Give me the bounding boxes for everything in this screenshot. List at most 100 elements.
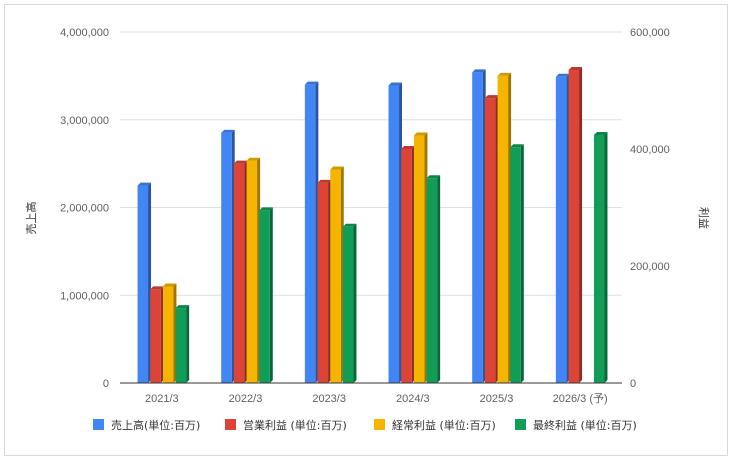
legend-label: 営業利益 (単位:百万) (243, 418, 347, 432)
bar-face (555, 76, 567, 383)
bar (246, 157, 261, 383)
bar-face (484, 98, 496, 383)
bar (484, 95, 499, 383)
legend-item: 経常利益 (単位:百万) (374, 418, 496, 432)
right-axis-title: 利益 (697, 207, 711, 229)
bar-top (150, 286, 164, 290)
bar (472, 69, 486, 384)
bar-face (221, 132, 232, 383)
right-tick-label: 200,000 (630, 261, 670, 273)
axes: 0 1,000,000 2,000,000 3,000,000 4,000,000 0 20… (60, 27, 670, 405)
bar (568, 67, 583, 384)
x-tick-label: 2021/3 (145, 393, 179, 405)
bar (137, 182, 152, 383)
bar-face (137, 185, 149, 383)
legend-label: 最終利益 (単位:百万) (533, 418, 637, 432)
bar-top (510, 144, 524, 148)
bar-face (162, 286, 174, 383)
bar (593, 131, 608, 383)
bar-side (520, 144, 524, 383)
bar-top (137, 182, 152, 186)
x-tick-label: 2023/3 (312, 393, 346, 405)
bar-top (555, 73, 570, 77)
bar-face (510, 147, 521, 383)
bar-face (413, 135, 425, 383)
bar (175, 305, 190, 383)
bar-top (246, 157, 261, 161)
bar-face (472, 72, 483, 384)
x-tick-label: 2026/3 (予) (553, 392, 608, 405)
bar-top (175, 305, 190, 309)
bar (413, 132, 428, 383)
bars (137, 67, 608, 384)
bar-top (497, 72, 512, 76)
left-tick-label: 3,000,000 (60, 115, 109, 127)
legend: 売上高(単位:百万) 営業利益 (単位:百万) 経常利益 (単位:百万) 最終利益 (… (93, 418, 637, 432)
bar-face (568, 70, 580, 384)
bar (221, 129, 235, 383)
legend-swatch (374, 419, 385, 430)
bar-top (472, 69, 486, 73)
x-tick-label: 2025/3 (480, 393, 514, 405)
bar-face (593, 134, 605, 383)
bar-top (342, 223, 357, 227)
bar-top (221, 129, 235, 133)
bar-side (604, 131, 608, 383)
bar-side (353, 223, 357, 383)
bar-face (388, 85, 400, 383)
bar-top (304, 81, 319, 85)
left-tick-label: 1,000,000 (60, 290, 109, 302)
left-tick-label: 2,000,000 (60, 203, 109, 215)
right-tick-label: 400,000 (630, 144, 670, 156)
bar (150, 286, 164, 383)
grid-lines (120, 31, 622, 296)
bar-face (426, 178, 438, 383)
bar-face (317, 182, 329, 383)
bar-face (246, 160, 258, 383)
legend-label: 経常利益 (単位:百万) (392, 418, 496, 432)
bar (388, 82, 403, 383)
bar-side (437, 175, 441, 383)
bar-face (259, 210, 270, 383)
bar (342, 223, 357, 383)
bar (304, 81, 319, 384)
bar (330, 166, 344, 383)
bar-top (568, 67, 583, 71)
bar (426, 175, 441, 383)
bar-top (593, 131, 608, 135)
bar-face (150, 289, 161, 383)
legend-swatch (93, 419, 104, 430)
bar-side (579, 67, 583, 384)
legend-item: 売上高(単位:百万) (93, 418, 200, 432)
bar (317, 179, 332, 383)
legend-item: 営業利益 (単位:百万) (225, 418, 347, 432)
x-tick-label: 2022/3 (229, 393, 263, 405)
bar-face (304, 84, 316, 384)
bar-face (175, 308, 187, 383)
bar-top (330, 166, 344, 170)
bar-face (497, 75, 509, 383)
bar-top (233, 160, 248, 164)
bar (162, 283, 177, 383)
bar (510, 144, 524, 383)
bar-face (330, 169, 341, 383)
bar-top (388, 82, 403, 86)
bar (555, 73, 570, 383)
legend-swatch (225, 419, 236, 430)
bar-face (401, 149, 412, 383)
x-tick-label: 2024/3 (396, 393, 430, 405)
bar (497, 72, 512, 383)
left-axis-title: 売上高 (24, 202, 38, 235)
bar (259, 207, 273, 383)
bar-top (426, 175, 441, 179)
legend-label: 売上高(単位:百万) (111, 418, 200, 432)
bar-top (259, 207, 273, 211)
bar-top (317, 179, 332, 183)
legend-swatch (515, 419, 526, 430)
left-tick-label: 0 (103, 378, 109, 390)
bar (401, 146, 415, 383)
bar (233, 160, 248, 383)
right-tick-label: 600,000 (630, 27, 670, 39)
bar-top (162, 283, 177, 287)
